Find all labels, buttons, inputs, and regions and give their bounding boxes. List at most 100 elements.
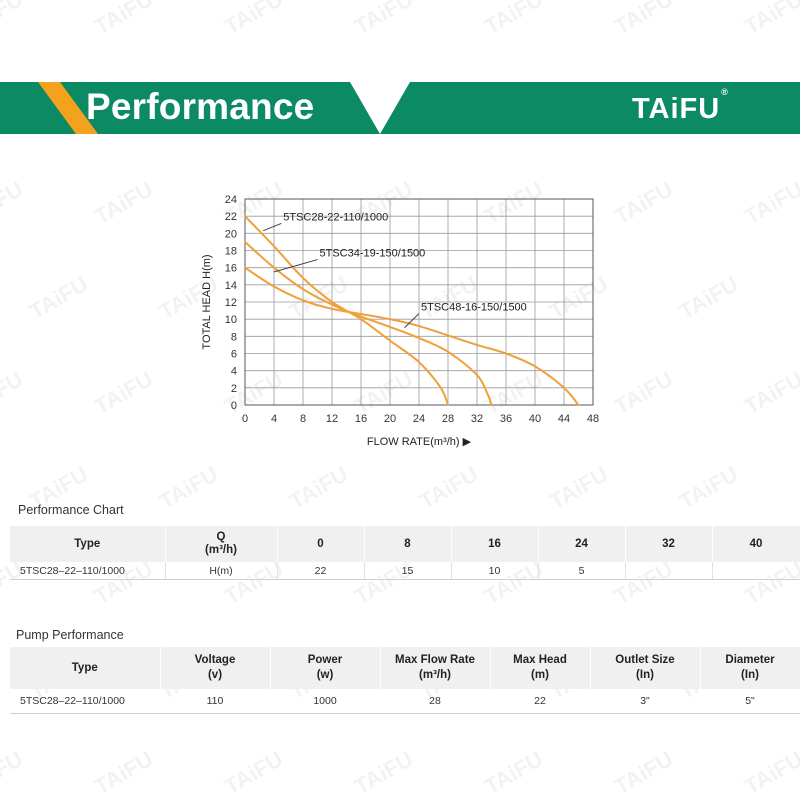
watermark-text: TAiFU (740, 0, 800, 39)
x-tick-label: 0 (242, 413, 248, 425)
brand-name: TAiFU (632, 93, 721, 125)
y-tick-label: 12 (225, 297, 237, 309)
type-header: Type (10, 526, 166, 562)
head-value-cell: 10 (451, 562, 539, 580)
watermark-text: TAiFU (0, 176, 27, 229)
y-tick-label: 6 (231, 349, 237, 361)
plot-frame (244, 198, 594, 406)
header-cell: Voltage (v) (160, 647, 271, 689)
chart-grid (244, 198, 594, 406)
watermark-text: TAiFU (480, 0, 547, 39)
x-tick-label: 20 (384, 413, 396, 425)
y-tick-label: 14 (225, 280, 237, 292)
watermark-text: TAiFU (545, 461, 612, 514)
y-tick-label: 24 (225, 194, 237, 206)
y-axis-label: TOTAL HEAD H(m) (201, 254, 213, 349)
x-tick-label: 12 (326, 413, 338, 425)
header-unit: (w) (316, 669, 334, 681)
y-tick-label: 16 (225, 263, 237, 275)
x-tick-label: 4 (271, 413, 277, 425)
x-tick-label: 16 (355, 413, 367, 425)
x-tick-label: 40 (529, 413, 541, 425)
x-tick-label: 24 (413, 413, 425, 425)
header-cell: Max Flow Rate (m³/h) (380, 647, 491, 689)
header-cell: Power (w) (270, 647, 381, 689)
max-head-cell: 22 (490, 689, 590, 714)
watermark-text: TAiFU (25, 271, 92, 324)
watermark-text: TAiFU (740, 366, 800, 419)
flow-header: 0 (277, 526, 365, 562)
page-title: Performance (86, 86, 315, 127)
head-value-cell: 5 (538, 562, 626, 580)
watermark-text: TAiFU (740, 746, 800, 799)
table-row: 5TSC28–22–110/1000 110 1000 28 22 3" 5" (10, 689, 800, 714)
header-name: Diameter (725, 654, 775, 666)
series-line-1 (244, 215, 449, 406)
registered-mark: ® (721, 87, 729, 98)
series-line-2 (244, 240, 493, 406)
watermark-text: TAiFU (350, 0, 417, 39)
head-value-cell (712, 562, 800, 580)
header-cell: Max Head (m) (490, 647, 591, 689)
annotation-leader (262, 223, 282, 232)
x-tick-label: 28 (442, 413, 454, 425)
x-tick-label: 32 (471, 413, 483, 425)
watermark-text: TAiFU (220, 0, 287, 39)
header-unit: (In) (741, 669, 759, 681)
q-label: Q (216, 531, 226, 543)
watermark-text: TAiFU (675, 461, 742, 514)
unit-cell: H(m) (165, 562, 278, 580)
x-tick-label: 44 (558, 413, 570, 425)
diameter-cell: 5" (700, 689, 800, 714)
header-name: Max Flow Rate (395, 654, 475, 666)
type-cell: 5TSC28–22–110/1000 (10, 562, 166, 580)
x-axis-label: FLOW RATE(m³/h) ▶ (367, 436, 472, 448)
max-flow-cell: 28 (380, 689, 490, 714)
chart-labels: 0 4 8 12 16 20 24 28 32 36 40 44 4802468101214161820… (201, 194, 599, 448)
header-cell: Diameter (In) (700, 647, 800, 689)
performance-chart-title: Performance Chart (18, 503, 124, 517)
header-unit: (m³/h) (419, 669, 451, 681)
header-name: Voltage (194, 654, 236, 666)
y-tick-label: 10 (225, 314, 237, 326)
header-unit: (m) (531, 669, 549, 681)
watermark-text: TAiFU (220, 746, 287, 799)
header-cell: Outlet Size (In) (590, 647, 701, 689)
outlet-size-cell: 3" (590, 689, 700, 714)
watermark-text: TAiFU (740, 176, 800, 229)
header-banner: Performance TAiFU® (0, 82, 800, 134)
table-row: 5TSC28–22–110/1000 H(m) 22 15 10 5 (10, 562, 800, 580)
header-cell: Type (10, 647, 161, 689)
pump-table-header: Type Voltage (v) Power (w) Max Flow Rate (m… (10, 647, 800, 689)
series-annotation-label: 5TSC34-19-150/1500 (320, 248, 426, 260)
header-name: Type (71, 661, 98, 674)
q-unit: (m³/h) (205, 544, 237, 556)
flow-header: 8 (364, 526, 452, 562)
x-tick-label: 48 (587, 413, 599, 425)
header-unit: (In) (636, 669, 654, 681)
watermark-text: TAiFU (90, 366, 157, 419)
flow-header: 16 (451, 526, 539, 562)
brand-logo: TAiFU® (632, 87, 729, 126)
pump-performance-title: Pump Performance (16, 628, 124, 642)
y-tick-label: 0 (231, 400, 237, 412)
watermark-text: TAiFU (610, 0, 677, 39)
watermark-text: TAiFU (415, 461, 482, 514)
head-value-cell: 22 (277, 562, 365, 580)
y-tick-label: 20 (225, 228, 237, 240)
header-name: Power (307, 654, 343, 666)
performance-table: Type Q (m³/h) 0 8 16 24 32 40 5TSC28–22–1… (10, 526, 800, 580)
y-tick-label: 4 (231, 366, 237, 378)
x-tick-label: 36 (500, 413, 512, 425)
watermark-text: TAiFU (285, 461, 352, 514)
annotation-leader (404, 313, 420, 329)
header-unit: (v) (207, 669, 223, 681)
power-cell: 1000 (270, 689, 380, 714)
watermark-text: TAiFU (155, 461, 222, 514)
q-header: Q (m³/h) (165, 526, 278, 562)
pump-performance-table: Type Voltage (v) Power (w) Max Flow Rate (m… (10, 647, 800, 714)
series-annotation-label: 5TSC28-22-110/1000 (283, 211, 388, 223)
watermark-text: TAiFU (0, 0, 27, 39)
watermark-text: TAiFU (610, 746, 677, 799)
y-tick-label: 22 (225, 211, 237, 223)
